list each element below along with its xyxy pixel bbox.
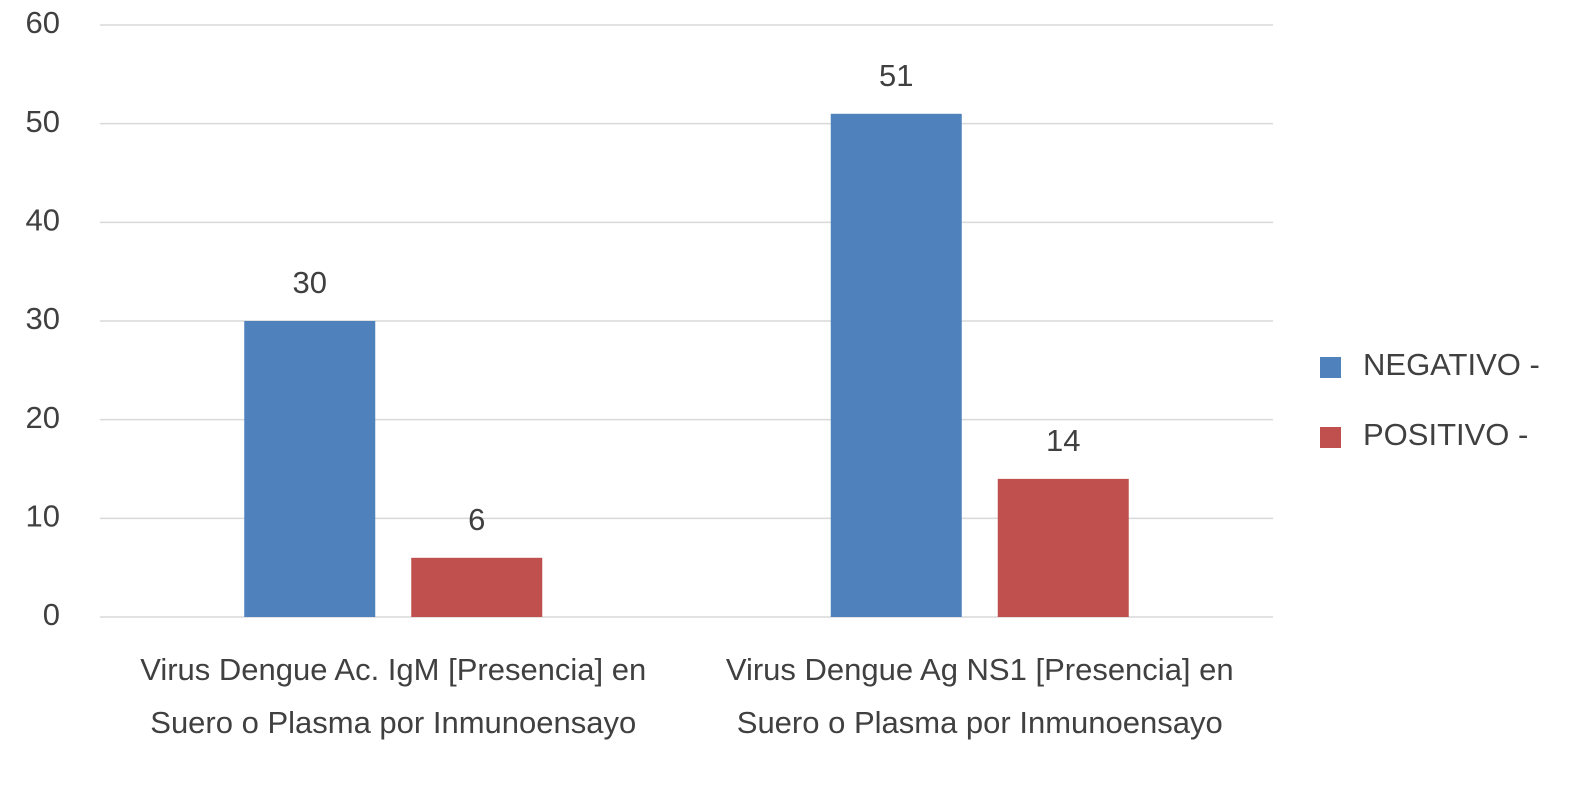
y-tick-label: 10 <box>26 499 60 534</box>
y-tick-label: 20 <box>26 400 60 435</box>
data-label: 14 <box>1046 423 1080 458</box>
bar <box>830 113 962 618</box>
data-label: 51 <box>879 58 913 93</box>
data-label: 6 <box>468 502 485 537</box>
legend-label: NEGATIVO - <box>1363 347 1540 382</box>
legend-swatch <box>1320 357 1341 378</box>
x-tick-label: Virus Dengue Ac. IgM [Presencia] en Suer… <box>140 652 647 740</box>
y-tick-label: 40 <box>26 203 60 238</box>
legend-swatch <box>1320 427 1341 448</box>
x-tick-label: Virus Dengue Ag NS1 [Presencia] en Suero… <box>725 652 1234 740</box>
bar <box>244 321 376 617</box>
bar <box>997 478 1129 617</box>
y-tick-label: 0 <box>43 597 60 632</box>
legend-label: POSITIVO - <box>1363 417 1528 452</box>
data-label: 30 <box>293 265 327 300</box>
y-tick-label: 60 <box>26 5 60 40</box>
bar <box>411 557 543 617</box>
y-tick-label: 50 <box>26 104 60 139</box>
y-tick-label: 30 <box>26 301 60 336</box>
